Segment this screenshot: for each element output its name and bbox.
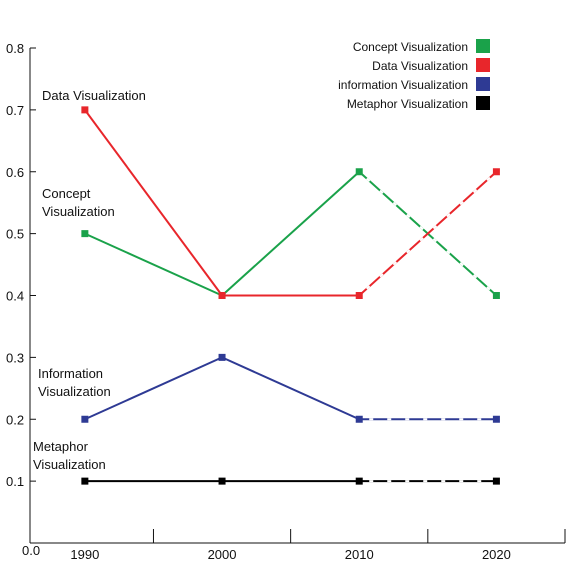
legend-swatch xyxy=(476,77,490,91)
axis-ticks: 0.0 0.1 0.2 0.3 0.4 0.5 0.6 0.7 0.8 1990 2000 2010 2… xyxy=(6,41,566,562)
data-point xyxy=(492,168,500,176)
series-lines xyxy=(84,109,498,483)
y-tick-label: 0.4 xyxy=(6,289,24,304)
data-point xyxy=(492,415,500,423)
data-point xyxy=(492,292,500,299)
series-line-segment xyxy=(84,109,223,297)
series-annotation: Visualization xyxy=(38,384,111,399)
data-point xyxy=(492,477,500,485)
legend-entry: Data Visualization xyxy=(372,59,468,73)
x-tick-label: 2000 xyxy=(208,547,237,562)
data-point xyxy=(355,292,363,299)
data-point xyxy=(218,477,226,485)
legend-swatch xyxy=(476,39,490,53)
legend-entry: information Visualization xyxy=(338,78,468,92)
x-tick-label: 2010 xyxy=(345,547,374,562)
data-point xyxy=(81,230,89,238)
data-point xyxy=(355,477,363,485)
data-point xyxy=(218,292,226,299)
y-tick-label: 0.1 xyxy=(6,474,24,489)
data-point xyxy=(81,477,89,485)
series-line-segment xyxy=(221,171,360,297)
y-tick-label: 0.0 xyxy=(22,543,40,558)
y-tick-label: 0.2 xyxy=(6,412,24,427)
legend-swatch xyxy=(476,96,490,110)
series-annotation: Visualization xyxy=(33,457,106,472)
legend: Concept Visualization Data Visualization i… xyxy=(338,39,490,111)
x-tick-label: 1990 xyxy=(70,547,99,562)
series-points xyxy=(81,106,500,485)
series-annotation: Concept xyxy=(42,186,91,201)
data-point xyxy=(81,106,89,114)
series-line-dash-gap xyxy=(358,171,498,297)
series-line-segment xyxy=(221,356,360,421)
data-point xyxy=(355,415,363,423)
data-point xyxy=(218,353,226,361)
series-line-dash-gap xyxy=(358,171,498,297)
y-tick-label: 0.8 xyxy=(6,41,24,56)
y-tick-label: 0.6 xyxy=(6,165,24,180)
data-point xyxy=(355,168,363,176)
y-tick-label: 0.5 xyxy=(6,227,24,242)
y-tick-label: 0.3 xyxy=(6,350,24,365)
series-annotations: Concept Visualization Data Visualization In… xyxy=(33,88,146,472)
series-line-segment xyxy=(84,232,223,297)
series-annotation: Data Visualization xyxy=(42,88,146,103)
legend-entry: Metaphor Visualization xyxy=(347,97,468,111)
data-point xyxy=(81,415,89,423)
x-tick-label: 2020 xyxy=(482,547,511,562)
legend-swatch xyxy=(476,58,490,72)
legend-entry: Concept Visualization xyxy=(353,40,468,54)
series-annotation: Visualization xyxy=(42,204,115,219)
series-annotation: Information xyxy=(38,366,103,381)
series-line-segment xyxy=(84,356,223,421)
series-annotation: Metaphor xyxy=(33,439,89,454)
y-tick-label: 0.7 xyxy=(6,103,24,118)
